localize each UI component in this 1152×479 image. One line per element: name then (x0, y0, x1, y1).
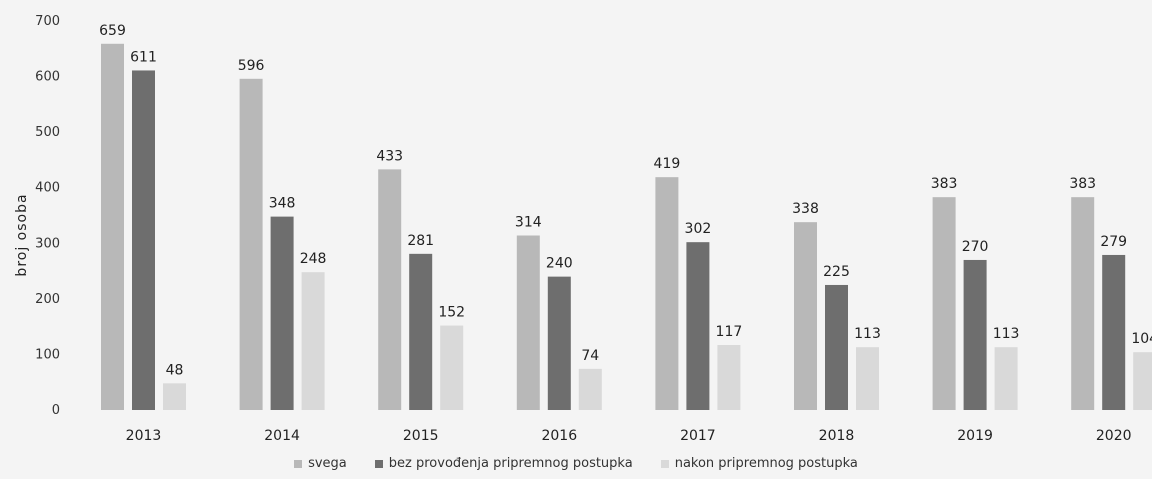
y-tick-label: 400 (35, 181, 60, 196)
x-tick-label: 2020 (1096, 428, 1132, 444)
x-tick-label: 2018 (819, 428, 855, 444)
data-label: 74 (581, 348, 599, 364)
legend-label: nakon pripremnog postupka (674, 456, 858, 471)
data-label: 383 (1069, 176, 1096, 192)
legend-swatch (660, 459, 669, 468)
data-label: 113 (854, 326, 881, 342)
data-label: 302 (685, 221, 712, 237)
bar (994, 347, 1018, 410)
data-label: 611 (130, 49, 157, 65)
x-tick-label: 2019 (957, 428, 993, 444)
y-axis: 0 100 200 300 400 500 600 700 (35, 14, 60, 418)
data-label: 596 (238, 58, 265, 74)
bar (101, 43, 124, 410)
data-label: 225 (823, 264, 850, 280)
data-label: 419 (654, 156, 681, 172)
bar (1133, 352, 1152, 410)
bar (163, 383, 186, 410)
data-label: 659 (99, 23, 126, 39)
y-tick-label: 0 (52, 403, 60, 418)
bar (655, 177, 679, 410)
bar (301, 272, 325, 410)
x-tick-label: 2016 (541, 428, 577, 444)
data-label: 104 (1131, 331, 1152, 347)
data-label: 152 (438, 305, 465, 321)
data-label: 48 (166, 362, 184, 378)
legend-swatch (374, 459, 383, 468)
data-label: 248 (300, 251, 327, 267)
x-tick-label: 2017 (680, 428, 716, 444)
bar (963, 259, 987, 410)
bar (239, 78, 263, 411)
data-label: 348 (269, 196, 296, 212)
x-tick-label: 2015 (403, 428, 439, 444)
data-label: 270 (962, 239, 989, 255)
bar (932, 197, 956, 410)
bar (1071, 197, 1095, 410)
x-axis-labels: 2013 2014 2015 2016 2017 2018 2019 2020 (126, 428, 1132, 444)
x-tick-label: 2014 (264, 428, 300, 444)
bar (825, 284, 848, 410)
bar (717, 344, 741, 410)
y-tick-label: 600 (35, 70, 60, 85)
bar (856, 347, 879, 410)
legend-item: bez provođenja pripremnog postupka (374, 456, 633, 471)
data-label: 338 (792, 201, 819, 217)
legend-label: bez provođenja pripremnog postupka (388, 456, 633, 471)
data-label: 117 (716, 324, 743, 340)
bar (794, 222, 817, 410)
data-label: 113 (993, 326, 1020, 342)
bar (516, 235, 540, 410)
bar (578, 368, 602, 410)
bar (1102, 254, 1126, 410)
data-label: 433 (376, 148, 403, 164)
data-label: 240 (546, 256, 573, 272)
y-tick-label: 700 (35, 14, 60, 29)
bar (686, 242, 710, 410)
bar (132, 70, 155, 411)
bar (440, 325, 464, 410)
bar (409, 253, 433, 410)
y-tick-label: 100 (35, 347, 60, 362)
x-tick-label: 2013 (126, 428, 162, 444)
y-axis-label: broj osoba (14, 193, 30, 276)
bar (547, 276, 571, 410)
data-label: 279 (1100, 234, 1127, 250)
legend-label: svega (308, 456, 347, 471)
bar (270, 216, 294, 410)
y-tick-label: 200 (35, 292, 60, 307)
legend-item: nakon pripremnog postupka (660, 456, 858, 471)
data-label: 314 (515, 215, 542, 231)
legend: svega bez provođenja pripremnog postupka n… (0, 456, 1152, 471)
y-tick-label: 300 (35, 236, 60, 251)
bar (378, 169, 402, 410)
data-label: 281 (407, 233, 434, 249)
legend-swatch (294, 459, 303, 468)
y-tick-label: 500 (35, 125, 60, 140)
legend-item: svega (294, 456, 347, 471)
data-label: 383 (931, 176, 958, 192)
